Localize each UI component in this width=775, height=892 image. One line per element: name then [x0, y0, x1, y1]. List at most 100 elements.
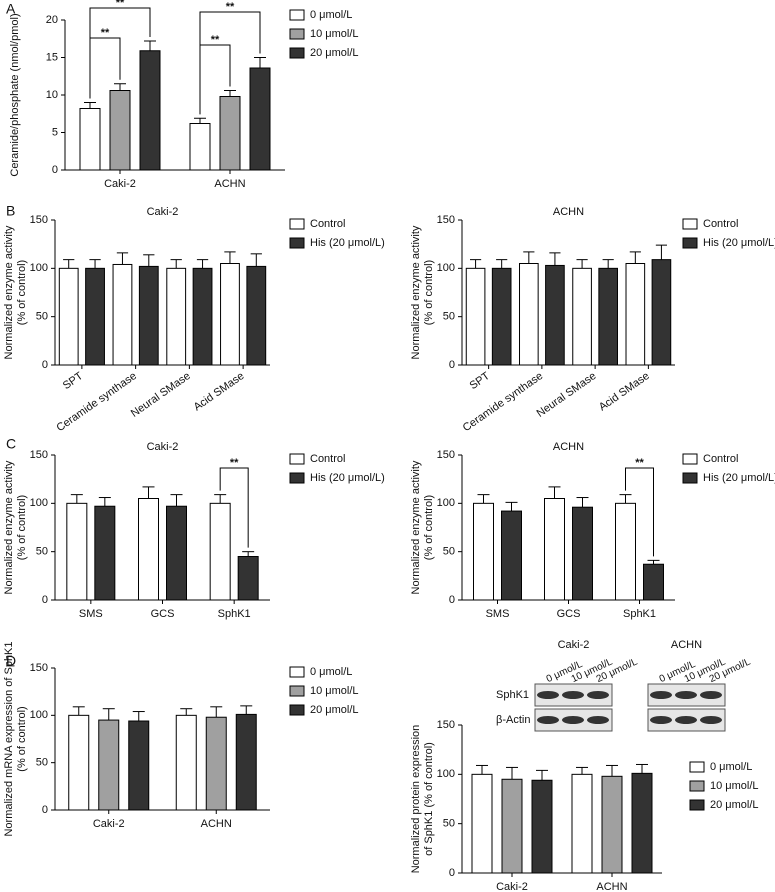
- bar: [519, 263, 539, 366]
- y-tick-label: 100: [30, 497, 48, 509]
- chart-panel: 0 50 100 150 Normalized enzyme activity (% of…: [410, 206, 775, 434]
- x-tick-label: Neural SMase: [535, 370, 599, 420]
- legend-swatch: [682, 237, 698, 249]
- legend-swatch: [289, 704, 305, 716]
- bar: [166, 505, 187, 601]
- chart-panel: 0 50 100 150 Normalized enzyme activity (% of…: [410, 441, 775, 620]
- panel-label: B: [6, 203, 15, 219]
- bar: [598, 267, 618, 366]
- x-tick-label: Acid SMase: [192, 370, 247, 414]
- blot-band: [650, 691, 672, 699]
- legend-swatch: [289, 218, 305, 230]
- blot-row-label: β-Actin: [496, 714, 530, 726]
- bar: [139, 50, 161, 171]
- bar: [175, 714, 197, 811]
- bar: [138, 498, 159, 601]
- chart-panel: 0 50 100 150 Normalized enzyme activity (% of…: [3, 441, 385, 620]
- y-tick-label: 100: [437, 497, 455, 509]
- significance-bracket: [89, 7, 151, 99]
- y-tick-label: 150: [30, 449, 48, 461]
- y-axis-label: Normalized enzyme activity: [410, 460, 422, 594]
- chart-panel: 0 50 100 150 Normalized enzyme activity (% of…: [3, 206, 385, 434]
- y-tick-label: 50: [36, 757, 48, 769]
- blot-title: Caki-2: [558, 639, 590, 651]
- bar: [205, 716, 227, 811]
- y-axis-label: of SphK1 (% of control): [423, 742, 435, 856]
- legend-swatch: [289, 666, 305, 678]
- bar: [601, 775, 623, 874]
- significance-label: **: [226, 1, 235, 13]
- x-tick-label: SPT: [61, 370, 86, 392]
- legend-label: His (20 μmol/L): [703, 472, 775, 484]
- blot-band: [587, 691, 609, 699]
- y-tick-label: 100: [30, 709, 48, 721]
- x-tick-label: SPT: [468, 370, 493, 392]
- blot-band: [562, 716, 584, 724]
- y-axis-label: Normalized protein expression: [410, 725, 422, 874]
- chart-title: ACHN: [553, 441, 584, 453]
- y-tick-label: 100: [437, 262, 455, 274]
- panel-label: C: [6, 436, 16, 452]
- blot-band: [700, 716, 722, 724]
- y-tick-label: 150: [437, 719, 455, 731]
- y-tick-label: 100: [30, 262, 48, 274]
- legend-label: 20 μmol/L: [710, 799, 759, 811]
- y-tick-label: 0: [42, 359, 48, 371]
- y-axis-label: (% of control): [16, 260, 28, 325]
- y-tick-label: 20: [46, 14, 58, 26]
- legend-swatch: [289, 9, 305, 21]
- legend-label: 20 μmol/L: [310, 47, 359, 59]
- y-tick-label: 0: [42, 594, 48, 606]
- bar: [138, 265, 159, 366]
- y-axis-label: Normalized enzyme activity: [410, 225, 422, 359]
- significance-label: **: [635, 457, 644, 469]
- y-tick-label: 50: [443, 546, 455, 558]
- legend-label: 10 μmol/L: [710, 780, 759, 792]
- y-axis-label: Normalized enzyme activity: [3, 225, 15, 359]
- bar: [235, 713, 257, 811]
- blot-band: [537, 691, 559, 699]
- legend-swatch: [289, 28, 305, 40]
- x-tick-label: Acid SMase: [597, 370, 652, 414]
- bar: [544, 498, 565, 601]
- chart-title: Caki-2: [147, 206, 179, 218]
- chart-title: Caki-2: [147, 441, 179, 453]
- x-tick-label: Caki-2: [104, 178, 136, 190]
- y-tick-label: 0: [52, 164, 58, 176]
- legend-swatch: [682, 218, 698, 230]
- significance-bracket: [625, 467, 654, 557]
- bar: [68, 714, 90, 811]
- y-tick-label: 150: [30, 662, 48, 674]
- legend-label: His (20 μmol/L): [310, 237, 385, 249]
- bar: [128, 720, 150, 811]
- bar: [58, 267, 79, 366]
- legend-label: Control: [703, 218, 738, 230]
- legend-swatch: [289, 453, 305, 465]
- y-axis-label: (% of control): [16, 706, 28, 771]
- x-tick-label: ACHN: [596, 881, 627, 892]
- legend-swatch: [689, 780, 705, 792]
- y-axis-label: Normalized mRNA expression of SphK1: [3, 641, 15, 836]
- legend-label: Control: [310, 453, 345, 465]
- legend-swatch: [289, 47, 305, 59]
- bar: [192, 267, 213, 366]
- significance-label: **: [211, 34, 220, 46]
- bar: [651, 259, 672, 366]
- bar: [625, 263, 646, 366]
- x-tick-label: GCS: [151, 608, 175, 620]
- x-tick-label: SphK1: [218, 608, 251, 620]
- bar: [615, 502, 636, 601]
- y-tick-label: 0: [42, 804, 48, 816]
- significance-bracket: [89, 37, 121, 99]
- bar: [237, 556, 259, 601]
- bar: [249, 67, 271, 171]
- bar: [471, 773, 493, 874]
- significance-label: **: [116, 0, 125, 9]
- legend-swatch: [682, 472, 698, 484]
- significance-label: **: [101, 27, 110, 39]
- x-tick-label: ACHN: [201, 818, 232, 830]
- legend-swatch: [682, 453, 698, 465]
- legend-label: 0 μmol/L: [310, 666, 352, 678]
- legend-label: Control: [703, 453, 738, 465]
- bar: [85, 267, 105, 366]
